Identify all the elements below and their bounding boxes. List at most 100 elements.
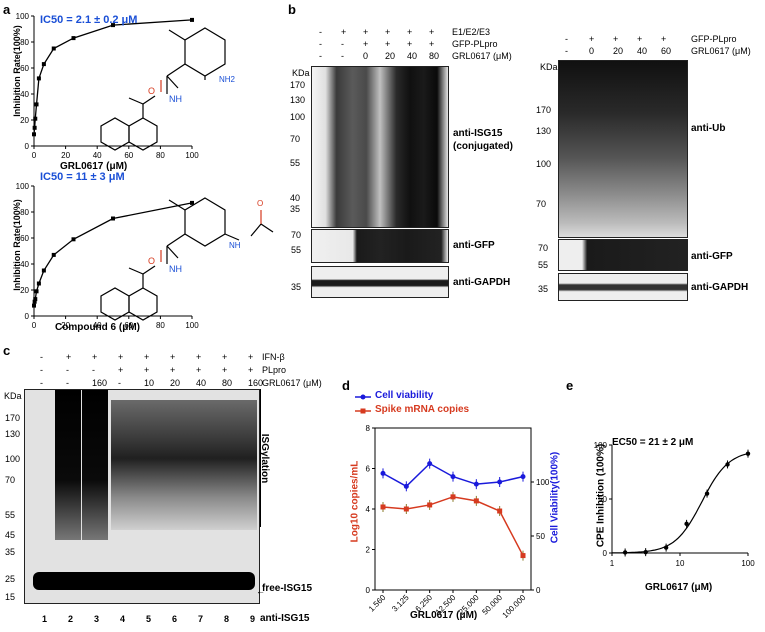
data-point (684, 521, 689, 527)
b2-label-gfp: anti-GFP (691, 251, 733, 262)
c-sign: + (222, 365, 228, 375)
c-sign: + (144, 352, 150, 362)
b1-label-isg15: anti-ISG15 (453, 128, 503, 139)
data-point (32, 132, 36, 137)
x-tick-label: 80 (156, 321, 165, 330)
d-legend-spike: Spike mRNA copies (375, 404, 470, 415)
d-legend-viability: Cell viability (375, 390, 434, 401)
x-tick-label: 0 (32, 151, 37, 160)
data-point (190, 200, 194, 205)
c-antibody-label: anti-ISG15 (260, 613, 310, 624)
data-point (51, 252, 56, 257)
c-marker-label: 55 (5, 510, 16, 520)
b1-marker-label: 70 (290, 134, 301, 144)
c-lane-number: 8 (224, 614, 230, 624)
b2-label-ub: anti-Ub (691, 123, 726, 134)
b2-sign: + (661, 34, 667, 44)
data-point (622, 550, 628, 555)
x-tick-label: 100 (185, 321, 199, 330)
b1-sign: + (385, 27, 391, 37)
b1-gfp-marker-70: 70 (291, 230, 302, 240)
b1-sign: 40 (407, 51, 418, 61)
b1-gapdh-blot (311, 266, 449, 298)
d-ylabel-right: Cell Viability(100%) (549, 451, 561, 544)
b1-sign: 20 (385, 51, 396, 61)
data-point (473, 481, 479, 487)
c-sign: + (170, 352, 176, 362)
data-point (41, 62, 46, 67)
b2-marker-label: 170 (536, 105, 552, 115)
a2-xlabel: Compound 6 (μM) (55, 322, 140, 333)
data-point (450, 494, 456, 500)
x-tick-label: 100 (741, 559, 755, 568)
c-isg15-blot (24, 389, 260, 604)
d-xlabel: GRL0617 (μM) (410, 610, 478, 621)
b1-label-gfp: anti-GFP (453, 240, 495, 251)
x-tick-label: 40 (93, 151, 102, 160)
b1-gfp-marker-55: 55 (291, 245, 302, 255)
b1-marker-label: 170 (290, 80, 306, 90)
c-lane-number: 4 (120, 614, 126, 624)
b2-sign: 0 (589, 46, 595, 56)
c-sign: + (66, 352, 72, 362)
data-point (111, 23, 115, 28)
b2-marker-label: 130 (536, 126, 552, 136)
c-sign: + (92, 352, 98, 362)
cpe-inhibition-chart: 1 10 100 0 50 100 (594, 441, 756, 568)
data-point (497, 508, 503, 514)
b1-sign: + (429, 39, 435, 49)
a1-xlabel: GRL0617 (μM) (60, 161, 128, 172)
b2-gfp-marker-70: 70 (538, 243, 549, 253)
data-point (111, 216, 115, 221)
data-point (403, 483, 409, 489)
y-tick-label: 60 (20, 234, 29, 243)
data-point (450, 474, 456, 480)
o-atom: O (148, 86, 155, 96)
c-lane-number: 5 (146, 614, 152, 624)
x-tick-label: 10 (676, 559, 685, 568)
c-sign: + (196, 352, 202, 362)
b1-sign: + (407, 27, 413, 37)
inhibition-chart-compound6: 0 20 40 60 80 100 0 20 40 60 80 100 (16, 182, 200, 330)
c-kda: KDa (4, 391, 22, 401)
b1-sign: 80 (429, 51, 440, 61)
panel-label-b: b (288, 2, 296, 17)
c-lane-number: 9 (250, 614, 256, 624)
c-marker-label: 45 (5, 530, 16, 540)
nh2-group: NH2 (219, 75, 236, 84)
x-tick-label: 20 (61, 321, 70, 330)
y-tick-label: 20 (20, 286, 29, 295)
x-tick-label: 40 (93, 321, 102, 330)
inhibition-chart-grl0617: 0 20 40 60 80 100 0 20 40 60 80 100 (16, 12, 200, 160)
b1-marker-label: 100 (290, 112, 306, 122)
b2-marker-label: 100 (536, 159, 552, 169)
b1-sign: - (319, 51, 322, 61)
c-smear-lanes4-9 (111, 400, 257, 530)
c-sign: - (40, 352, 43, 362)
c-marker-label: 15 (5, 592, 16, 602)
x-tick-label: 1 (610, 559, 615, 568)
data-line (33, 19, 193, 135)
amide-nh: NH (229, 241, 241, 250)
b1-sign: + (407, 39, 413, 49)
c-sign: 20 (170, 378, 181, 388)
b2-sign: 60 (661, 46, 672, 56)
c-lane-number: 3 (94, 614, 100, 624)
c-lane-number: 1 (42, 614, 48, 624)
b1-row1-label: E1/E2/E3 (452, 27, 491, 37)
y-tick-label: 80 (20, 208, 29, 217)
carbonyl-o: O (257, 199, 263, 208)
data-point (427, 461, 433, 467)
b2-label-gapdh: anti-GAPDH (691, 282, 749, 293)
data-point (190, 17, 194, 22)
b1-kda: KDa (292, 68, 310, 78)
c-sign: + (170, 365, 176, 375)
c-sign: 160 (248, 378, 264, 388)
data-point (403, 506, 409, 512)
data-point (34, 289, 39, 294)
c-sign: - (40, 365, 43, 375)
c-marker-label: 130 (5, 429, 21, 439)
data-point (36, 76, 41, 81)
c-lane-number: 7 (198, 614, 204, 624)
